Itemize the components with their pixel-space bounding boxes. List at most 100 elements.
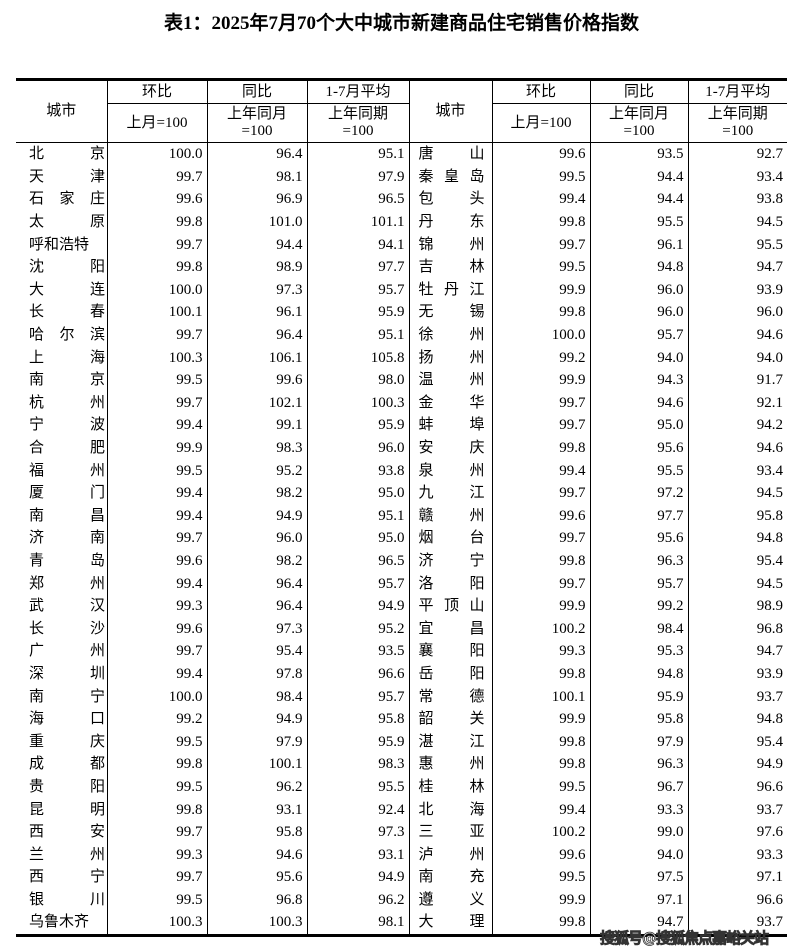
mom-value: 99.9 [491,707,590,731]
mom-value: 99.7 [106,527,207,550]
avg-value: 93.9 [687,278,787,302]
header-yoy: 同比 [589,78,689,104]
header-avg-base-line2: =100 [342,123,374,139]
mom-value: 99.7 [491,233,590,256]
mom-value: 99.5 [491,775,590,799]
yoy-value: 101.0 [206,210,307,234]
city-cell: 烟台 [408,527,492,550]
table-row: 石家庄99.696.996.5 包头 99.494.493.8 [16,188,787,211]
city-cell: 平顶山 [408,594,492,618]
avg-value: 101.1 [306,210,409,234]
mom-value: 99.7 [106,233,207,256]
mom-value: 100.0 [106,685,207,708]
yoy-value: 96.3 [589,753,688,776]
avg-value: 94.7 [687,640,787,663]
avg-value: 93.1 [306,843,409,866]
yoy-value: 95.3 [589,640,688,663]
header-avg-base-line2: =100 [722,123,754,139]
city-cell: 北海 [408,798,492,821]
avg-value: 93.7 [687,685,787,708]
city-name: 徐州 [418,327,485,344]
mom-value: 100.0 [491,323,590,347]
mom-value: 99.4 [106,504,207,528]
city-name: 杭州 [29,394,105,411]
yoy-value: 94.8 [589,662,688,686]
city-cell: 天津 [16,166,107,189]
city-name: 包头 [418,191,485,208]
city-name: 兰州 [29,846,105,863]
header-yoy-base-line2: =100 [241,123,273,139]
yoy-value: 96.7 [589,775,688,799]
mom-value: 99.3 [106,843,207,866]
avg-value: 94.0 [687,346,787,369]
city-cell: 韶关 [408,707,492,731]
city-name: 泸州 [418,846,485,863]
yoy-value: 99.1 [206,414,307,437]
mom-value: 99.5 [491,866,590,889]
mom-value: 100.0 [106,142,207,166]
mom-value: 100.2 [491,820,590,844]
avg-value: 93.3 [687,843,787,866]
city-name: 吉林 [418,259,485,276]
yoy-value: 95.5 [589,210,688,234]
city-cell: 泸州 [408,843,492,866]
city-cell: 北京 [16,143,107,166]
city-cell: 重庆 [16,730,107,753]
city-cell: 蚌埠 [408,414,492,437]
avg-value: 96.6 [687,888,787,912]
city-cell: 哈尔滨 [16,324,107,347]
header-avg-base-line1: 上年同期 [707,106,768,122]
table-row: 南京99.599.698.0 温州 99.994.391.7 [16,368,787,392]
city-name: 秦皇岛 [418,168,492,185]
mom-value: 100.1 [106,301,207,324]
city-cell: 太原 [16,211,107,234]
city-cell: 岳阳 [408,662,492,686]
city-name: 成都 [29,756,105,773]
mom-value: 100.1 [491,685,590,708]
city-name: 长春 [29,304,105,321]
avg-value: 95.0 [306,481,409,505]
yoy-value: 97.3 [206,278,307,302]
avg-value: 94.2 [687,414,787,437]
table-row: 广州99.795.493.5 襄阳 99.395.394.7 [16,640,787,663]
yoy-value: 95.0 [589,414,688,437]
yoy-value: 96.4 [206,572,307,595]
table-row: 西安99.795.897.3 三亚 100.299.097.6 [16,820,787,844]
mom-value: 99.3 [491,640,590,663]
city-cell: 安庆 [408,436,492,460]
avg-value: 98.9 [687,594,787,618]
city-cell: 丹东 [408,210,492,234]
city-cell: 南京 [16,369,107,392]
yoy-value: 93.5 [589,142,688,166]
avg-value: 98.0 [306,368,409,392]
avg-value: 97.7 [306,255,409,279]
avg-value: 94.5 [687,210,787,234]
table-row: 厦门99.498.295.0 九江 99.797.294.5 [16,481,787,505]
city-name: 南京 [29,372,105,389]
city-cell: 合肥 [16,437,107,460]
city-name: 丹东 [418,214,485,231]
city-name: 济宁 [418,552,485,569]
city-name: 乌鲁木齐 [29,914,90,931]
city-cell: 昆明 [16,798,107,821]
avg-value: 95.7 [306,685,409,708]
city-cell: 杭州 [16,392,107,415]
city-name: 重庆 [29,733,105,750]
yoy-value: 95.8 [589,707,688,731]
mom-value: 100.2 [491,617,590,641]
table-row: 昆明99.893.192.4 北海 99.493.393.7 [16,798,787,821]
yoy-value: 96.1 [589,233,688,256]
watermark: 搜狐号@搜狐焦点嘉峪关站 [600,929,770,947]
mom-value: 99.6 [106,617,207,641]
avg-value: 96.0 [306,436,409,460]
city-name: 大理 [418,914,485,931]
city-name: 襄阳 [418,643,485,660]
mom-value: 99.4 [106,572,207,595]
city-name: 沈阳 [29,259,105,276]
city-name: 昆明 [29,801,105,818]
avg-value: 95.8 [687,504,787,528]
city-cell: 乌鲁木齐 [16,911,107,937]
mom-value: 99.7 [106,165,207,189]
mom-value: 99.7 [491,414,590,437]
